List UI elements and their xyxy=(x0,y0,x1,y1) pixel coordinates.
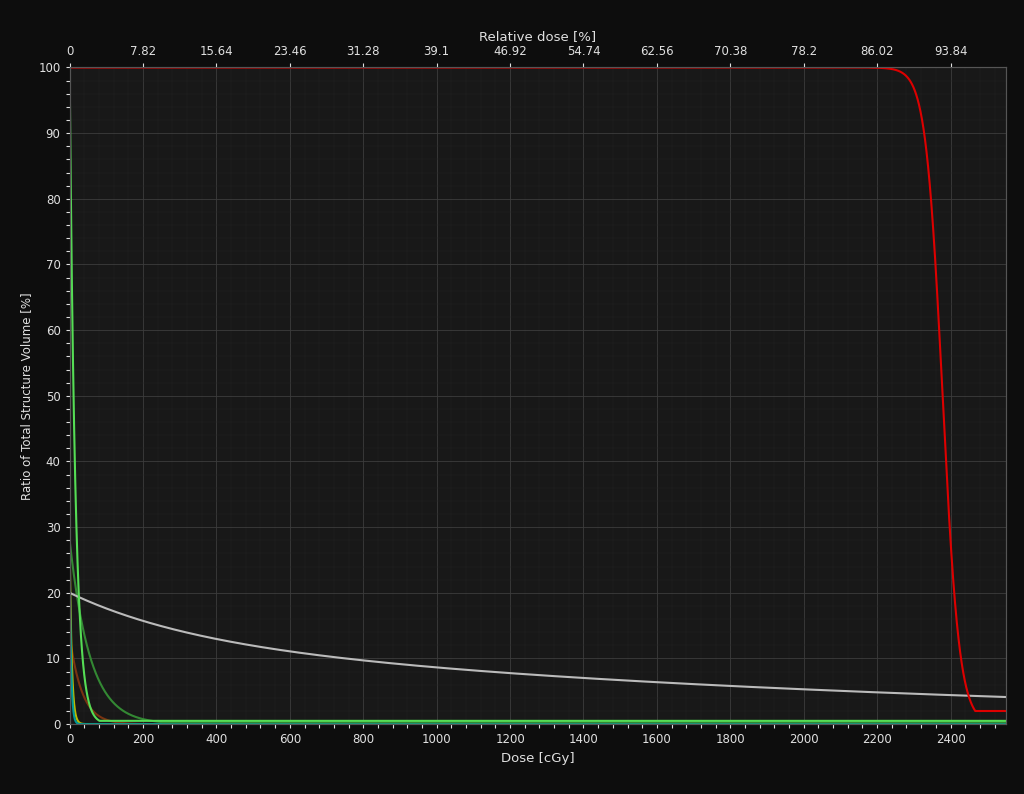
Y-axis label: Ratio of Total Structure Volume [%]: Ratio of Total Structure Volume [%] xyxy=(19,292,33,499)
X-axis label: Relative dose [%]: Relative dose [%] xyxy=(479,30,596,43)
X-axis label: Dose [cGy]: Dose [cGy] xyxy=(501,752,574,765)
